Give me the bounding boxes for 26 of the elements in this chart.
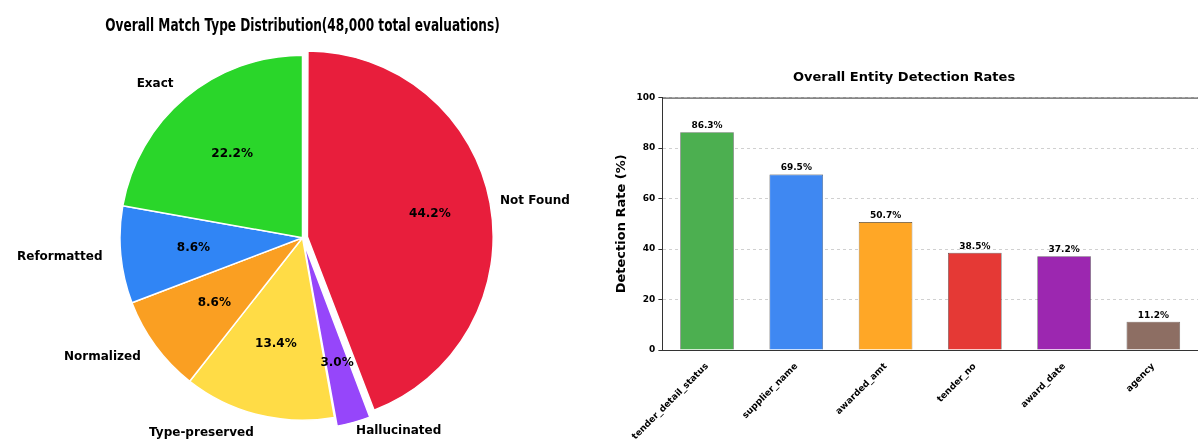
chart-title: Overall Entity Detection Rates bbox=[792, 69, 1016, 85]
data-label: 37.2% bbox=[1048, 243, 1080, 254]
slice-label: Type-preserved bbox=[149, 424, 254, 439]
y-tick-label: 0 bbox=[649, 344, 656, 355]
data-label: 38.5% bbox=[959, 240, 991, 251]
data-label: 8.6% bbox=[197, 294, 231, 309]
slice-label: Not Found bbox=[499, 193, 570, 208]
slice-label: Normalized bbox=[64, 348, 141, 363]
y-tick-label: 80 bbox=[642, 142, 656, 153]
y-tick-label: 20 bbox=[642, 293, 656, 304]
data-label: 22.2% bbox=[211, 145, 253, 160]
slice-label: Hallucinated bbox=[356, 423, 442, 438]
data-label: 11.2% bbox=[1137, 309, 1169, 320]
data-label: 69.5% bbox=[780, 162, 812, 173]
y-tick-label: 60 bbox=[642, 192, 656, 203]
chart-title: Overall Match Type Distribution(48,000 total evaluations) bbox=[105, 14, 500, 35]
data-label: 50.7% bbox=[869, 209, 902, 220]
data-label: 86.3% bbox=[691, 120, 723, 131]
y-tick-label: 40 bbox=[642, 243, 656, 254]
data-label: 13.4% bbox=[255, 336, 297, 351]
slice-label: Reformatted bbox=[17, 248, 103, 263]
y-tick-label: 100 bbox=[636, 91, 656, 102]
y-axis-title: Detection Rate (%) bbox=[613, 154, 629, 294]
data-label: 44.2% bbox=[409, 206, 451, 221]
data-label: 8.6% bbox=[176, 240, 211, 255]
slice-label: Exact bbox=[136, 75, 174, 90]
